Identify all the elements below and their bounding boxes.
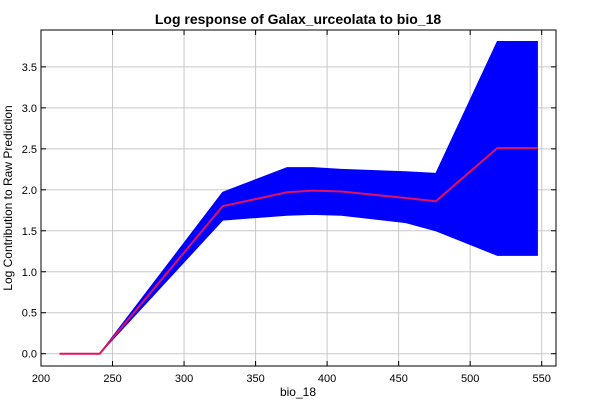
axis-ticks: 200 250 300 350 400 450 500 550 0.0 0.5 1.0 1.5 2.0 2… (22, 30, 556, 385)
x-tick-label: 500 (461, 373, 479, 385)
plot-frame (40, 29, 557, 367)
y-tick-label: 2.0 (22, 185, 37, 197)
x-tick-label: 400 (318, 373, 336, 385)
grid (40, 30, 556, 366)
y-tick-label: 3.5 (22, 62, 37, 74)
x-tick-label: 550 (533, 373, 551, 385)
y-tick-label: 3.0 (22, 103, 37, 115)
x-tick-label: 350 (246, 373, 264, 385)
y-tick-label: 1.0 (22, 267, 37, 279)
x-tick-label: 300 (175, 373, 193, 385)
y-tick-label: 2.5 (22, 144, 37, 156)
y-tick-label: 0.5 (22, 308, 37, 320)
x-axis-label: bio_18 (280, 385, 316, 399)
x-tick-label: 200 (32, 373, 50, 385)
response-line (59, 147, 538, 355)
x-tick-label: 250 (103, 373, 121, 385)
y-axis-label: Log Contribution to Raw Prediction (1, 105, 15, 290)
y-tick-label: 0.0 (22, 349, 37, 361)
chart-title: Log response of Galax_urceolata to bio_1… (155, 11, 442, 27)
x-tick-label: 450 (389, 373, 407, 385)
y-tick-label: 1.5 (22, 226, 37, 238)
